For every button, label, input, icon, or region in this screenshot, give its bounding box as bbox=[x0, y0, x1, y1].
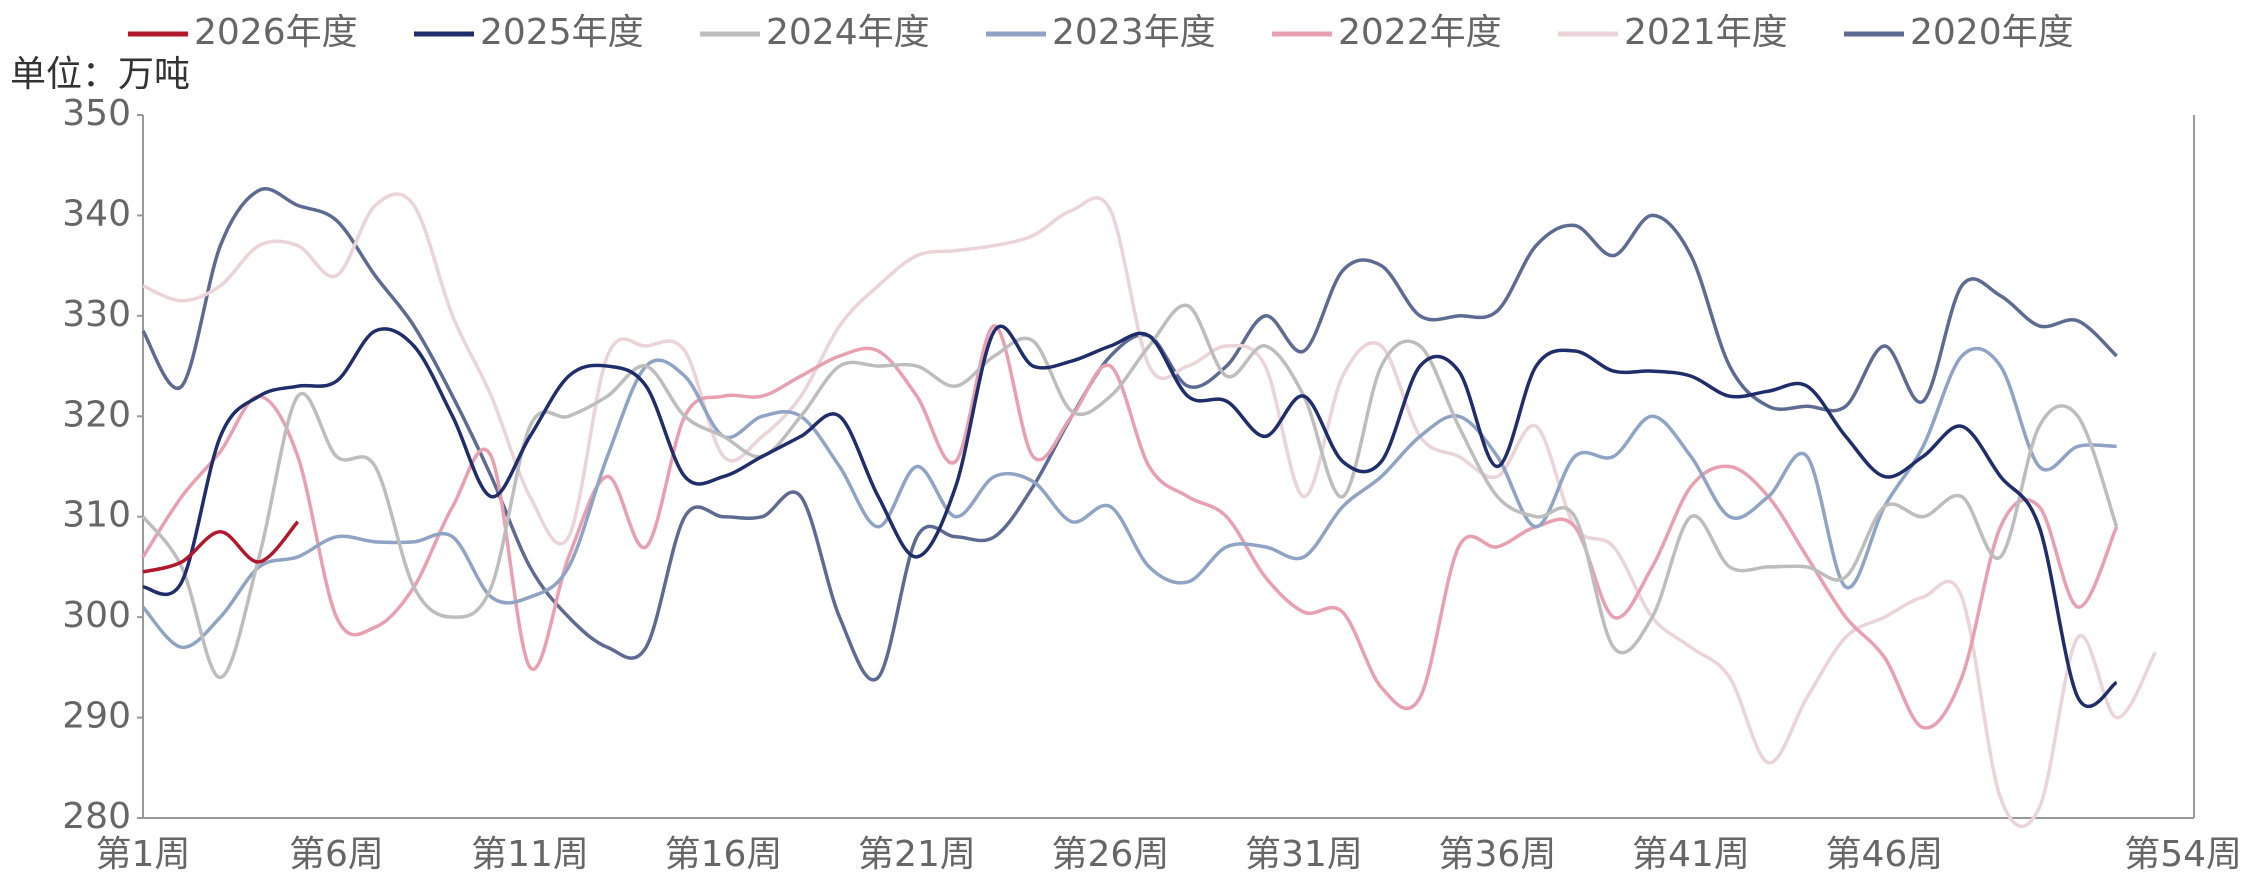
x-tick-label: 第36周 bbox=[1439, 834, 1557, 875]
x-tick-label: 第46周 bbox=[1826, 834, 1944, 875]
x-tick-label: 第26周 bbox=[1052, 834, 1170, 875]
x-tick-label: 第21周 bbox=[858, 834, 976, 875]
x-tick-label: 第31周 bbox=[1245, 834, 1363, 875]
x-tick-label: 第41周 bbox=[1632, 834, 1750, 875]
y-tick-label: 320 bbox=[62, 394, 131, 435]
legend-label: 2023年度 bbox=[1052, 12, 1216, 53]
x-tick-label: 第11周 bbox=[471, 834, 589, 875]
y-tick-label: 340 bbox=[62, 193, 131, 234]
series-line bbox=[141, 324, 2119, 730]
legend-label: 2021年度 bbox=[1624, 12, 1788, 53]
series-line bbox=[141, 303, 2119, 680]
x-tick-label: 第54周 bbox=[2124, 834, 2242, 875]
legend-label: 2024年度 bbox=[766, 12, 930, 53]
series-line bbox=[142, 192, 2157, 829]
legend-label: 2020年度 bbox=[1910, 12, 2074, 53]
series-line bbox=[141, 187, 2118, 682]
series-line bbox=[141, 346, 2117, 650]
x-tick-label: 第6周 bbox=[289, 834, 384, 875]
series-line bbox=[142, 520, 300, 574]
series-line bbox=[142, 324, 2118, 709]
legend-label: 2026年度 bbox=[194, 12, 358, 53]
y-tick-label: 350 bbox=[62, 93, 131, 134]
unit-label: 单位：万吨 bbox=[10, 54, 190, 95]
x-tick-label: 第16周 bbox=[665, 834, 783, 875]
legend-label: 2025年度 bbox=[480, 12, 644, 53]
x-tick-label: 第1周 bbox=[96, 834, 191, 875]
y-tick-label: 310 bbox=[62, 495, 131, 536]
y-tick-label: 290 bbox=[62, 696, 131, 737]
y-tick-label: 280 bbox=[62, 796, 131, 837]
y-tick-label: 300 bbox=[62, 595, 131, 636]
legend-label: 2022年度 bbox=[1338, 12, 1502, 53]
y-tick-label: 330 bbox=[62, 294, 131, 335]
